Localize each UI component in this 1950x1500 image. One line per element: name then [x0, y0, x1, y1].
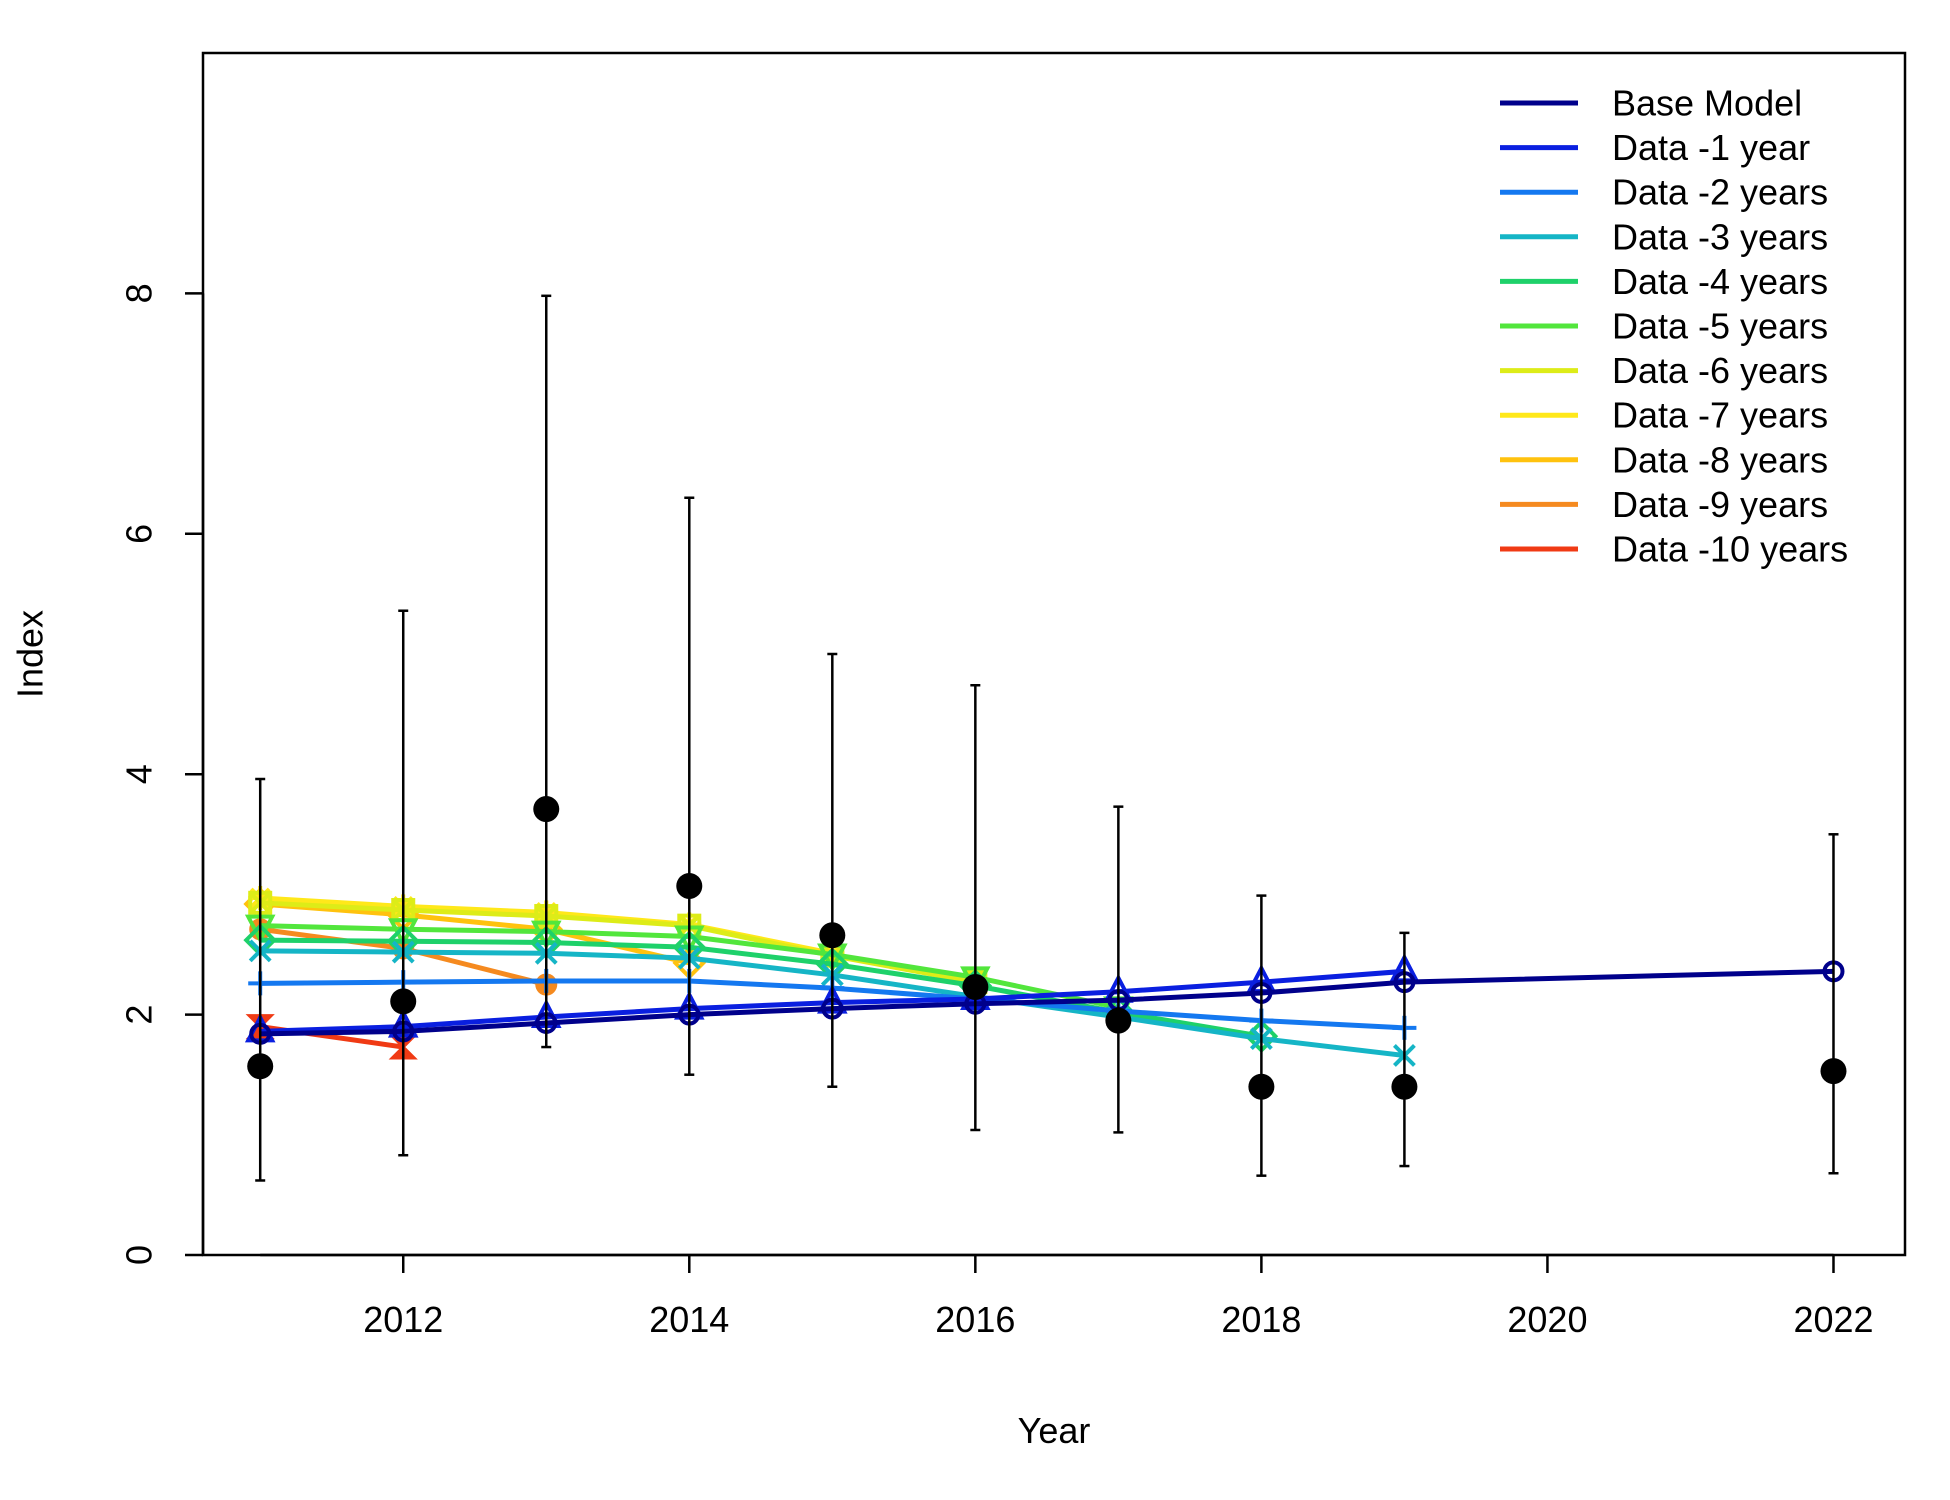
x-tick-label-2018: 2018 [1221, 1299, 1301, 1340]
x-tick-label-2022: 2022 [1793, 1299, 1873, 1340]
legend-item-10: Data -10 years [1500, 529, 1848, 570]
legend-item-6: Data -6 years [1500, 350, 1828, 391]
x-tick-label-2012: 2012 [363, 1299, 443, 1340]
observed-point-5 [962, 973, 989, 1000]
observed-point-9 [1820, 1058, 1847, 1085]
y-tick-label-4: 4 [119, 764, 160, 784]
observed-point-7 [1248, 1073, 1275, 1100]
observed-index [247, 294, 1847, 1182]
observed-point-group-3 [676, 496, 703, 1076]
legend-item-8: Data -8 years [1500, 439, 1828, 480]
legend-item-0: Base Model [1500, 83, 1802, 124]
legend-label-3: Data -3 years [1612, 216, 1828, 257]
observed-point-group-5 [962, 684, 989, 1132]
legend-item-5: Data -5 years [1500, 306, 1828, 347]
legend-label-2: Data -2 years [1612, 172, 1828, 213]
y-tick-label-6: 6 [119, 524, 160, 544]
observed-point-group-8 [1391, 931, 1418, 1168]
legend-item-3: Data -3 years [1500, 216, 1828, 257]
observed-point-group-0 [247, 777, 274, 1182]
y-tick-label-8: 8 [119, 283, 160, 303]
observed-point-6 [1105, 1007, 1132, 1034]
observed-point-group-2 [533, 294, 560, 1049]
x-axis-title: Year [1018, 1410, 1091, 1451]
legend-item-4: Data -4 years [1500, 261, 1828, 302]
observed-point-2 [533, 796, 560, 823]
legend-label-0: Base Model [1612, 83, 1802, 124]
y-tick-label-0: 0 [119, 1245, 160, 1265]
legend-item-9: Data -9 years [1500, 484, 1828, 525]
legend-label-6: Data -6 years [1612, 350, 1828, 391]
observed-point-1 [390, 988, 417, 1015]
legend-item-2: Data -2 years [1500, 172, 1828, 213]
legend-label-5: Data -5 years [1612, 306, 1828, 347]
observed-point-8 [1391, 1073, 1418, 1100]
observed-point-group-4 [819, 652, 846, 1088]
x-tick-label-2020: 2020 [1507, 1299, 1587, 1340]
observed-point-0 [247, 1053, 274, 1080]
legend-label-10: Data -10 years [1612, 529, 1848, 570]
observed-point-group-7 [1248, 894, 1275, 1177]
series-line-0 [260, 968, 1834, 1037]
observed-point-group-1 [390, 609, 417, 1157]
legend-label-8: Data -8 years [1612, 439, 1828, 480]
legend-item-7: Data -7 years [1500, 395, 1828, 436]
observed-point-group-9 [1820, 833, 1847, 1175]
plot-frame [201, 51, 1907, 1257]
observed-point-group-6 [1105, 805, 1132, 1134]
observed-point-3 [676, 872, 703, 899]
observed-point-4 [819, 922, 846, 949]
x-tick-label-2014: 2014 [649, 1299, 729, 1340]
legend-label-1: Data -1 year [1612, 127, 1810, 168]
legend-item-1: Data -1 year [1500, 127, 1810, 168]
legend-label-4: Data -4 years [1612, 261, 1828, 302]
legend-label-7: Data -7 years [1612, 395, 1828, 436]
y-tick-label-2: 2 [119, 1005, 160, 1025]
y-axis-title: Index [10, 610, 51, 698]
legend-label-9: Data -9 years [1612, 484, 1828, 525]
x-tick-label-2016: 2016 [935, 1299, 1015, 1340]
